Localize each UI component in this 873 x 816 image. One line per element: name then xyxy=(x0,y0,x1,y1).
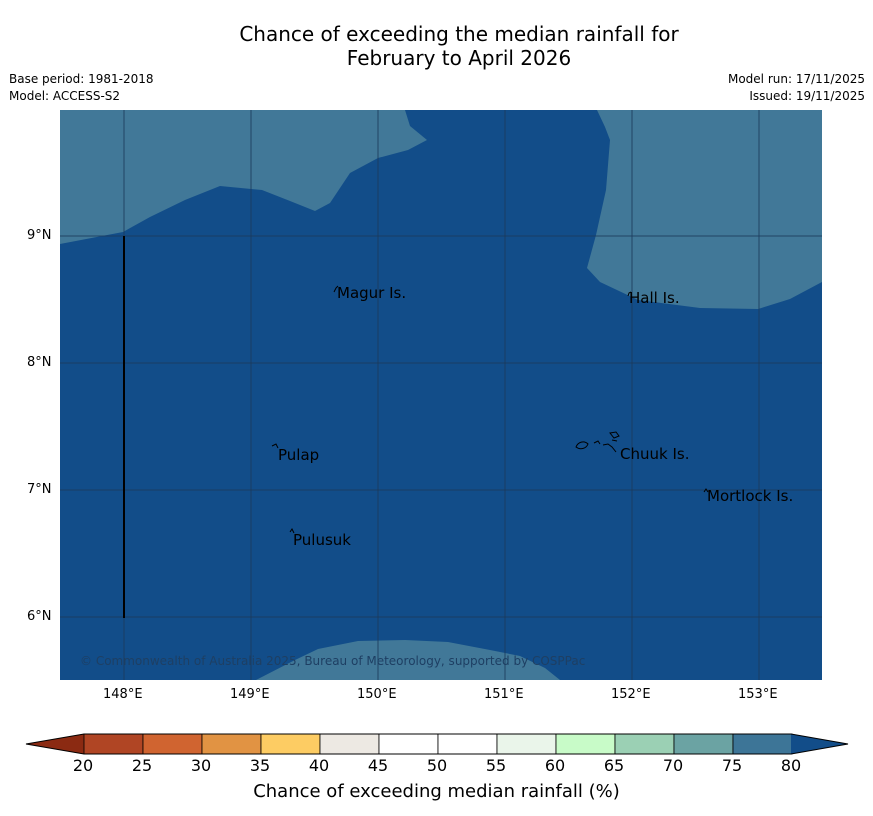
colorbar-outline xyxy=(25,733,849,755)
colorbar-segment-50 xyxy=(437,733,498,755)
lon-label-148: 148°E xyxy=(103,687,143,702)
lat-label-9: 9°N xyxy=(27,228,52,243)
colorbar-extend-high xyxy=(791,734,848,754)
lat-label-8: 8°N xyxy=(27,355,52,370)
place-hall: Hall Is. xyxy=(629,289,680,307)
cb-tick-45: 45 xyxy=(367,756,389,775)
lon-label-153: 153°E xyxy=(738,687,778,702)
island-chuuk-d xyxy=(609,431,620,439)
island-chuuk-c xyxy=(602,443,617,453)
cb-tick-50: 50 xyxy=(426,756,448,775)
island-pulap xyxy=(271,443,279,449)
island-hall xyxy=(627,291,632,297)
island-outlines xyxy=(271,285,709,534)
cb-tick-40: 40 xyxy=(308,756,330,775)
lat-label-6: 6°N xyxy=(27,609,52,624)
island-mortlock xyxy=(703,488,709,493)
cb-tick-70: 70 xyxy=(662,756,684,775)
title-line-1: Chance of exceeding the median rainfall … xyxy=(239,22,679,46)
place-mortlock: Mortlock Is. xyxy=(707,487,794,505)
colorbar-segment-75 xyxy=(732,733,793,755)
model-run: Model run: 17/11/2025 xyxy=(727,72,865,86)
cb-tick-65: 65 xyxy=(603,756,625,775)
chart-title: Chance of exceeding the median rainfall … xyxy=(0,22,873,70)
colorbar-extend-low xyxy=(26,734,84,754)
lon-label-151: 151°E xyxy=(484,687,524,702)
colorbar-segment-30 xyxy=(201,733,262,755)
island-magur xyxy=(333,285,339,293)
cb-tick-25: 25 xyxy=(131,756,153,775)
lon-label-149: 149°E xyxy=(230,687,270,702)
model-name: Model: ACCESS-S2 xyxy=(9,89,121,103)
colorbar-segment-65 xyxy=(614,733,675,755)
island-chuuk-b xyxy=(593,440,601,445)
cb-tick-20: 20 xyxy=(72,756,94,775)
island-pulusuk xyxy=(289,528,295,534)
cb-tick-35: 35 xyxy=(249,756,271,775)
island-chuuk-e xyxy=(611,439,618,442)
cb-tick-60: 60 xyxy=(544,756,566,775)
colorbar-segments xyxy=(83,733,793,755)
colorbar-segment-70 xyxy=(673,733,734,755)
colorbar-segment-45 xyxy=(378,733,439,755)
region-northeast xyxy=(587,110,822,309)
colorbar-segment-60 xyxy=(555,733,616,755)
cb-tick-80: 80 xyxy=(780,756,802,775)
colorbar xyxy=(25,733,849,755)
cb-tick-75: 75 xyxy=(721,756,743,775)
base-period: Base period: 1981-2018 xyxy=(9,72,154,86)
colorbar-segment-20 xyxy=(83,733,144,755)
place-pulusuk: Pulusuk xyxy=(293,531,351,549)
colorbar-title: Chance of exceeding median rainfall (%) xyxy=(253,781,620,802)
region-south xyxy=(256,640,560,680)
cb-tick-55: 55 xyxy=(485,756,507,775)
lon-label-150: 150°E xyxy=(357,687,397,702)
region-northwest xyxy=(60,110,427,244)
map-area xyxy=(60,110,822,680)
lat-label-7: 7°N xyxy=(27,482,52,497)
lon-label-152: 152°E xyxy=(611,687,651,702)
colorbar-segment-25 xyxy=(142,733,203,755)
title-line-2: February to April 2026 xyxy=(346,46,572,70)
place-chuuk: Chuuk Is. xyxy=(620,445,690,463)
meta-left: Base period: 1981-2018 Model: ACCESS-S2 xyxy=(9,71,154,105)
colorbar-segment-35 xyxy=(260,733,321,755)
colorbar-segment-40 xyxy=(319,733,380,755)
island-chuuk-a xyxy=(575,441,589,450)
cb-tick-30: 30 xyxy=(190,756,212,775)
place-pulap: Pulap xyxy=(278,446,320,464)
colorbar-segment-55 xyxy=(496,733,557,755)
place-magur: Magur Is. xyxy=(337,284,407,302)
copyright-notice: © Commonwealth of Australia 2025, Bureau… xyxy=(80,654,586,668)
issued-date: Issued: 19/11/2025 xyxy=(749,89,865,103)
graticule xyxy=(60,110,822,680)
meta-right: Model run: 17/11/2025 Issued: 19/11/2025 xyxy=(728,71,865,105)
